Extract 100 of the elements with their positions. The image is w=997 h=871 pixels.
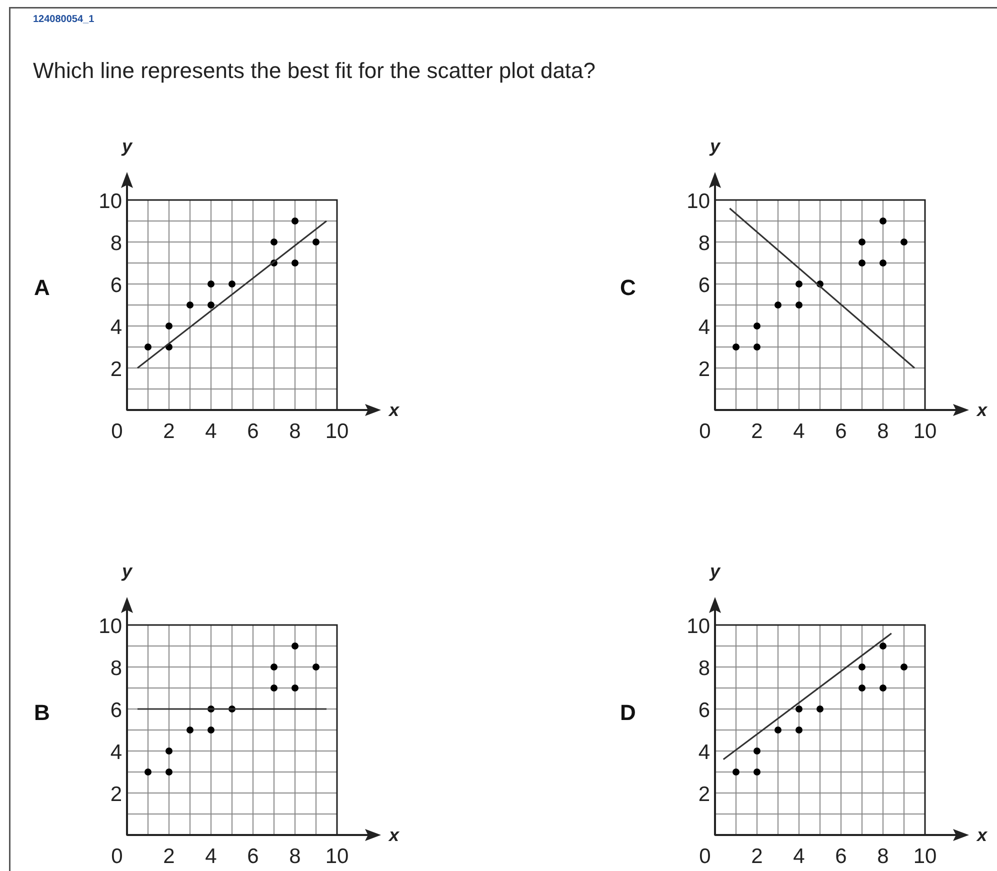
y-tick-label: 6: [698, 274, 710, 297]
point: [270, 684, 278, 692]
x-tick-label: 2: [163, 420, 175, 443]
point: [208, 726, 214, 734]
x-tick-label: 8: [289, 420, 301, 443]
x-tick-label: 10: [325, 420, 349, 443]
point: [312, 238, 320, 246]
point: [880, 642, 886, 650]
x-tick-label: 8: [877, 845, 889, 868]
y-tick-label: 10: [98, 615, 122, 638]
y-tick-label: 8: [698, 657, 710, 680]
chart-title: Which line represents the best fit for the scatter plot data?: [33, 58, 596, 83]
text: D: [620, 700, 636, 725]
y-tick-label: 10: [98, 190, 122, 213]
x-axis-title: x: [388, 400, 400, 420]
point: [754, 748, 760, 754]
y-tick-label: 6: [698, 699, 710, 722]
point: [774, 726, 782, 734]
point: [292, 260, 298, 266]
y-tick-label: 4: [698, 316, 710, 339]
y-tick-label: 2: [698, 358, 710, 381]
point: [292, 642, 298, 650]
point: [880, 260, 886, 266]
x-tick-label: 0: [699, 420, 711, 443]
x-axis-title: x: [976, 400, 988, 420]
point: [312, 664, 320, 670]
point: [796, 726, 802, 734]
point: [144, 344, 152, 350]
x-tick-label: 6: [247, 420, 259, 443]
point: [186, 726, 194, 734]
text: A: [34, 275, 50, 300]
x-tick-label: 6: [835, 845, 847, 868]
x-tick-label: 10: [913, 845, 937, 868]
x-axis-title: x: [388, 825, 400, 845]
x-tick-label: 0: [699, 845, 711, 868]
point: [208, 280, 214, 288]
point: [166, 768, 172, 776]
x-tick-label: 2: [751, 845, 763, 868]
x-axis-title: x: [976, 825, 988, 845]
y-tick-label: 8: [110, 657, 122, 680]
point: [880, 218, 886, 224]
y-axis-title: y: [708, 136, 721, 156]
text: B: [34, 700, 50, 725]
y-axis-title: y: [120, 136, 133, 156]
x-tick-label: 0: [111, 845, 123, 868]
text: C: [620, 275, 636, 300]
y-axis-title: y: [708, 561, 721, 581]
x-tick-label: 6: [835, 420, 847, 443]
x-tick-label: 6: [247, 845, 259, 868]
point: [858, 238, 866, 246]
point: [796, 706, 802, 712]
point: [208, 302, 214, 308]
point: [754, 768, 760, 776]
x-tick-label: 2: [163, 845, 175, 868]
point: [292, 218, 298, 224]
y-tick-label: 6: [110, 274, 122, 297]
point: [796, 302, 802, 308]
x-tick-label: 4: [205, 845, 218, 868]
text: 124080054_1: [33, 14, 95, 25]
point: [858, 260, 866, 266]
point: [732, 768, 740, 776]
point: [774, 302, 782, 308]
point: [166, 748, 172, 754]
point: [754, 344, 760, 350]
x-tick-label: 8: [289, 845, 301, 868]
x-tick-label: 10: [325, 845, 349, 868]
y-tick-label: 6: [110, 699, 122, 722]
x-tick-label: 4: [205, 420, 218, 443]
y-tick-label: 4: [110, 741, 122, 764]
y-tick-label: 10: [686, 190, 710, 213]
point: [186, 302, 194, 308]
y-tick-label: 2: [110, 358, 122, 381]
y-tick-label: 4: [110, 316, 122, 339]
point: [732, 344, 740, 350]
y-axis-title: y: [120, 561, 133, 581]
x-tick-label: 2: [751, 420, 763, 443]
point: [166, 322, 172, 330]
x-tick-label: 10: [913, 420, 937, 443]
point: [900, 664, 908, 670]
y-tick-label: 4: [698, 741, 710, 764]
point: [880, 684, 886, 692]
x-tick-label: 4: [793, 845, 806, 868]
point: [270, 664, 278, 670]
x-tick-label: 4: [793, 420, 806, 443]
y-tick-label: 8: [698, 232, 710, 255]
point: [900, 238, 908, 246]
point: [858, 684, 866, 692]
y-tick-label: 2: [698, 783, 710, 806]
x-tick-label: 0: [111, 420, 123, 443]
x-tick-label: 8: [877, 420, 889, 443]
point: [796, 280, 802, 288]
y-tick-label: 2: [110, 783, 122, 806]
point: [816, 706, 824, 712]
y-tick-label: 10: [686, 615, 710, 638]
point: [144, 768, 152, 776]
point: [292, 684, 298, 692]
point: [228, 280, 236, 288]
y-tick-label: 8: [110, 232, 122, 255]
point: [754, 322, 760, 330]
point: [858, 664, 866, 670]
